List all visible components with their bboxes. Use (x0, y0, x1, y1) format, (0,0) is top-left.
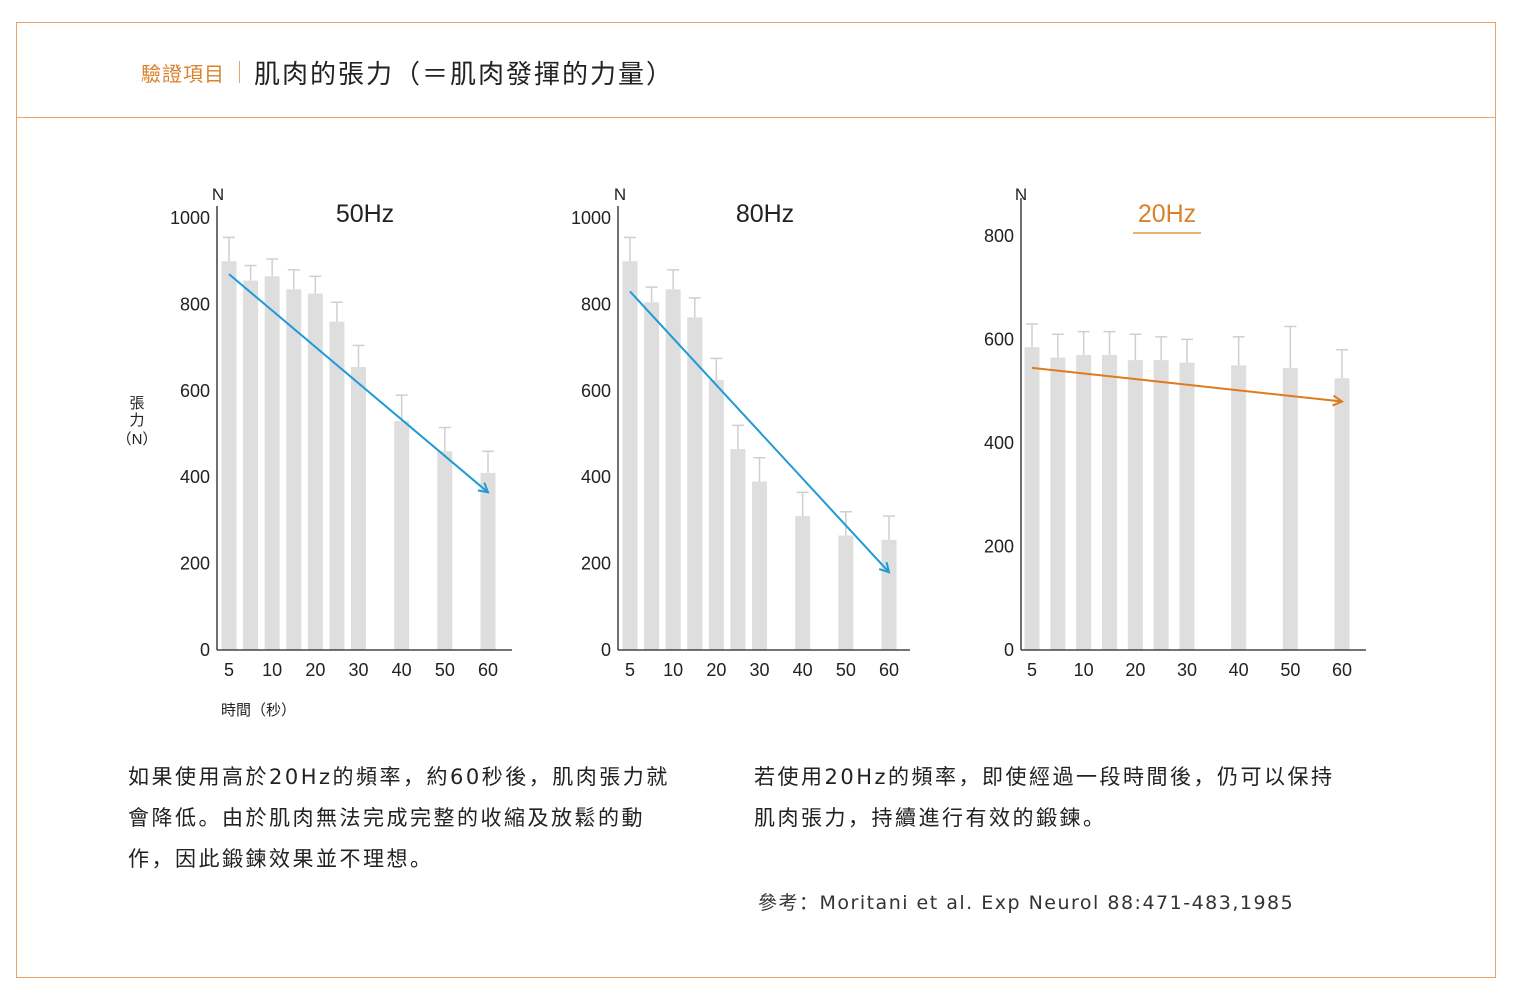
y-tick-label: 0 (200, 640, 210, 660)
x-tick-label: 5 (1027, 660, 1037, 680)
x-tick-label: 10 (663, 660, 683, 680)
y-tick-label: 600 (984, 329, 1014, 349)
header-title: 肌肉的張力（＝肌肉發揮的力量） (254, 59, 675, 90)
bar (243, 280, 259, 650)
header-label: 驗證項目 (141, 61, 225, 86)
x-tick-label: 50 (836, 660, 856, 680)
chart-title: 50Hz (336, 200, 394, 228)
bar (307, 293, 323, 650)
y-tick-label: 1000 (170, 208, 210, 228)
y-tick-label: 200 (180, 554, 210, 574)
description-right: 若使用20Hz的頻率，即使經過一段時間後，仍可以保持 肌肉張力，持續進行有效的鍛… (754, 757, 1414, 839)
bar (480, 472, 496, 650)
bar (394, 421, 410, 650)
bar (1179, 362, 1195, 650)
bar (752, 481, 767, 650)
bar (221, 261, 237, 650)
trend-arrow (629, 290, 889, 572)
trend-arrow (228, 273, 488, 492)
bar (687, 317, 703, 650)
bar (730, 449, 746, 650)
description-right-line: 若使用20Hz的頻率，即使經過一段時間後，仍可以保持 (754, 765, 1335, 789)
x-tick-label: 10 (262, 660, 282, 680)
bar (286, 289, 302, 650)
bar (437, 451, 453, 650)
chart-title: 20Hz (1138, 200, 1196, 228)
x-tick-label: 60 (1332, 660, 1352, 680)
y-tick-label: 800 (984, 226, 1014, 246)
bar (351, 367, 366, 650)
x-tick-label: 50 (1280, 660, 1300, 680)
y-unit-label: N (1015, 185, 1027, 204)
x-tick-label: 40 (793, 660, 813, 680)
y-tick-label: 400 (984, 433, 1014, 453)
y-tick-label: 200 (581, 554, 611, 574)
x-tick-label: 50 (435, 660, 455, 680)
x-tick-label: 20 (1125, 660, 1145, 680)
description-left-line: 作，因此鍛鍊效果並不理想。 (128, 847, 434, 871)
description-left-line: 會降低。由於肌肉無法完成完整的收縮及放鬆的動 (128, 806, 645, 830)
bar (329, 321, 345, 650)
x-tick-label: 30 (348, 660, 368, 680)
bar (1153, 360, 1169, 650)
y-tick-label: 800 (180, 294, 210, 314)
x-tick-label: 60 (478, 660, 498, 680)
x-tick-label: 40 (1229, 660, 1249, 680)
bar (1076, 354, 1092, 650)
y-tick-label: 0 (1004, 640, 1014, 660)
y-tick-label: 600 (581, 381, 611, 401)
bar (838, 535, 854, 650)
bar (1334, 378, 1350, 650)
header-divider (16, 117, 1496, 118)
x-tick-label: 30 (749, 660, 769, 680)
trend-arrow (1031, 366, 1342, 402)
bar (1024, 347, 1040, 650)
x-tick-label: 5 (224, 660, 234, 680)
y-tick-label: 1000 (571, 208, 611, 228)
bar (708, 380, 724, 650)
bar (622, 261, 638, 650)
y-axis-label: 張 (129, 395, 144, 412)
x-tick-label: 10 (1074, 660, 1094, 680)
y-tick-label: 800 (581, 294, 611, 314)
y-axis-label: （N） (117, 431, 158, 448)
bar (264, 276, 280, 650)
x-tick-label: 20 (706, 660, 726, 680)
y-unit-label: N (614, 185, 626, 204)
reference-citation: 參考：Moritani et al. Exp Neurol 88:471-483… (758, 892, 1295, 914)
x-tick-label: 60 (879, 660, 899, 680)
bar (1127, 360, 1143, 650)
x-tick-label: 40 (392, 660, 412, 680)
y-tick-label: 0 (601, 640, 611, 660)
bar (1050, 357, 1066, 650)
bar (881, 539, 897, 650)
description-left-line: 如果使用高於20Hz的頻率，約60秒後，肌肉張力就 (128, 765, 670, 789)
description-right-line: 肌肉張力，持續進行有效的鍛鍊。 (754, 806, 1107, 830)
y-unit-label: N (212, 185, 224, 204)
figure-header: 驗證項目 肌肉的張力（＝肌肉發揮的力量） (141, 54, 674, 90)
x-tick-label: 20 (305, 660, 325, 680)
y-axis-label: 力 (129, 412, 144, 429)
x-axis-label: 時間（秒） (221, 702, 296, 719)
header-separator (239, 61, 240, 83)
x-tick-label: 30 (1177, 660, 1197, 680)
y-tick-label: 400 (180, 467, 210, 487)
bar (665, 289, 681, 650)
chart-title: 80Hz (736, 200, 794, 228)
bar (1282, 367, 1298, 650)
bar (1231, 365, 1247, 650)
bar (795, 516, 811, 650)
y-tick-label: 200 (984, 536, 1014, 556)
x-tick-label: 5 (625, 660, 635, 680)
description-left: 如果使用高於20Hz的頻率，約60秒後，肌肉張力就 會降低。由於肌肉無法完成完整… (128, 757, 728, 880)
bar (1102, 354, 1117, 650)
y-tick-label: 600 (180, 381, 210, 401)
y-tick-label: 400 (581, 467, 611, 487)
figure-frame (16, 22, 1496, 978)
bar (644, 302, 660, 650)
